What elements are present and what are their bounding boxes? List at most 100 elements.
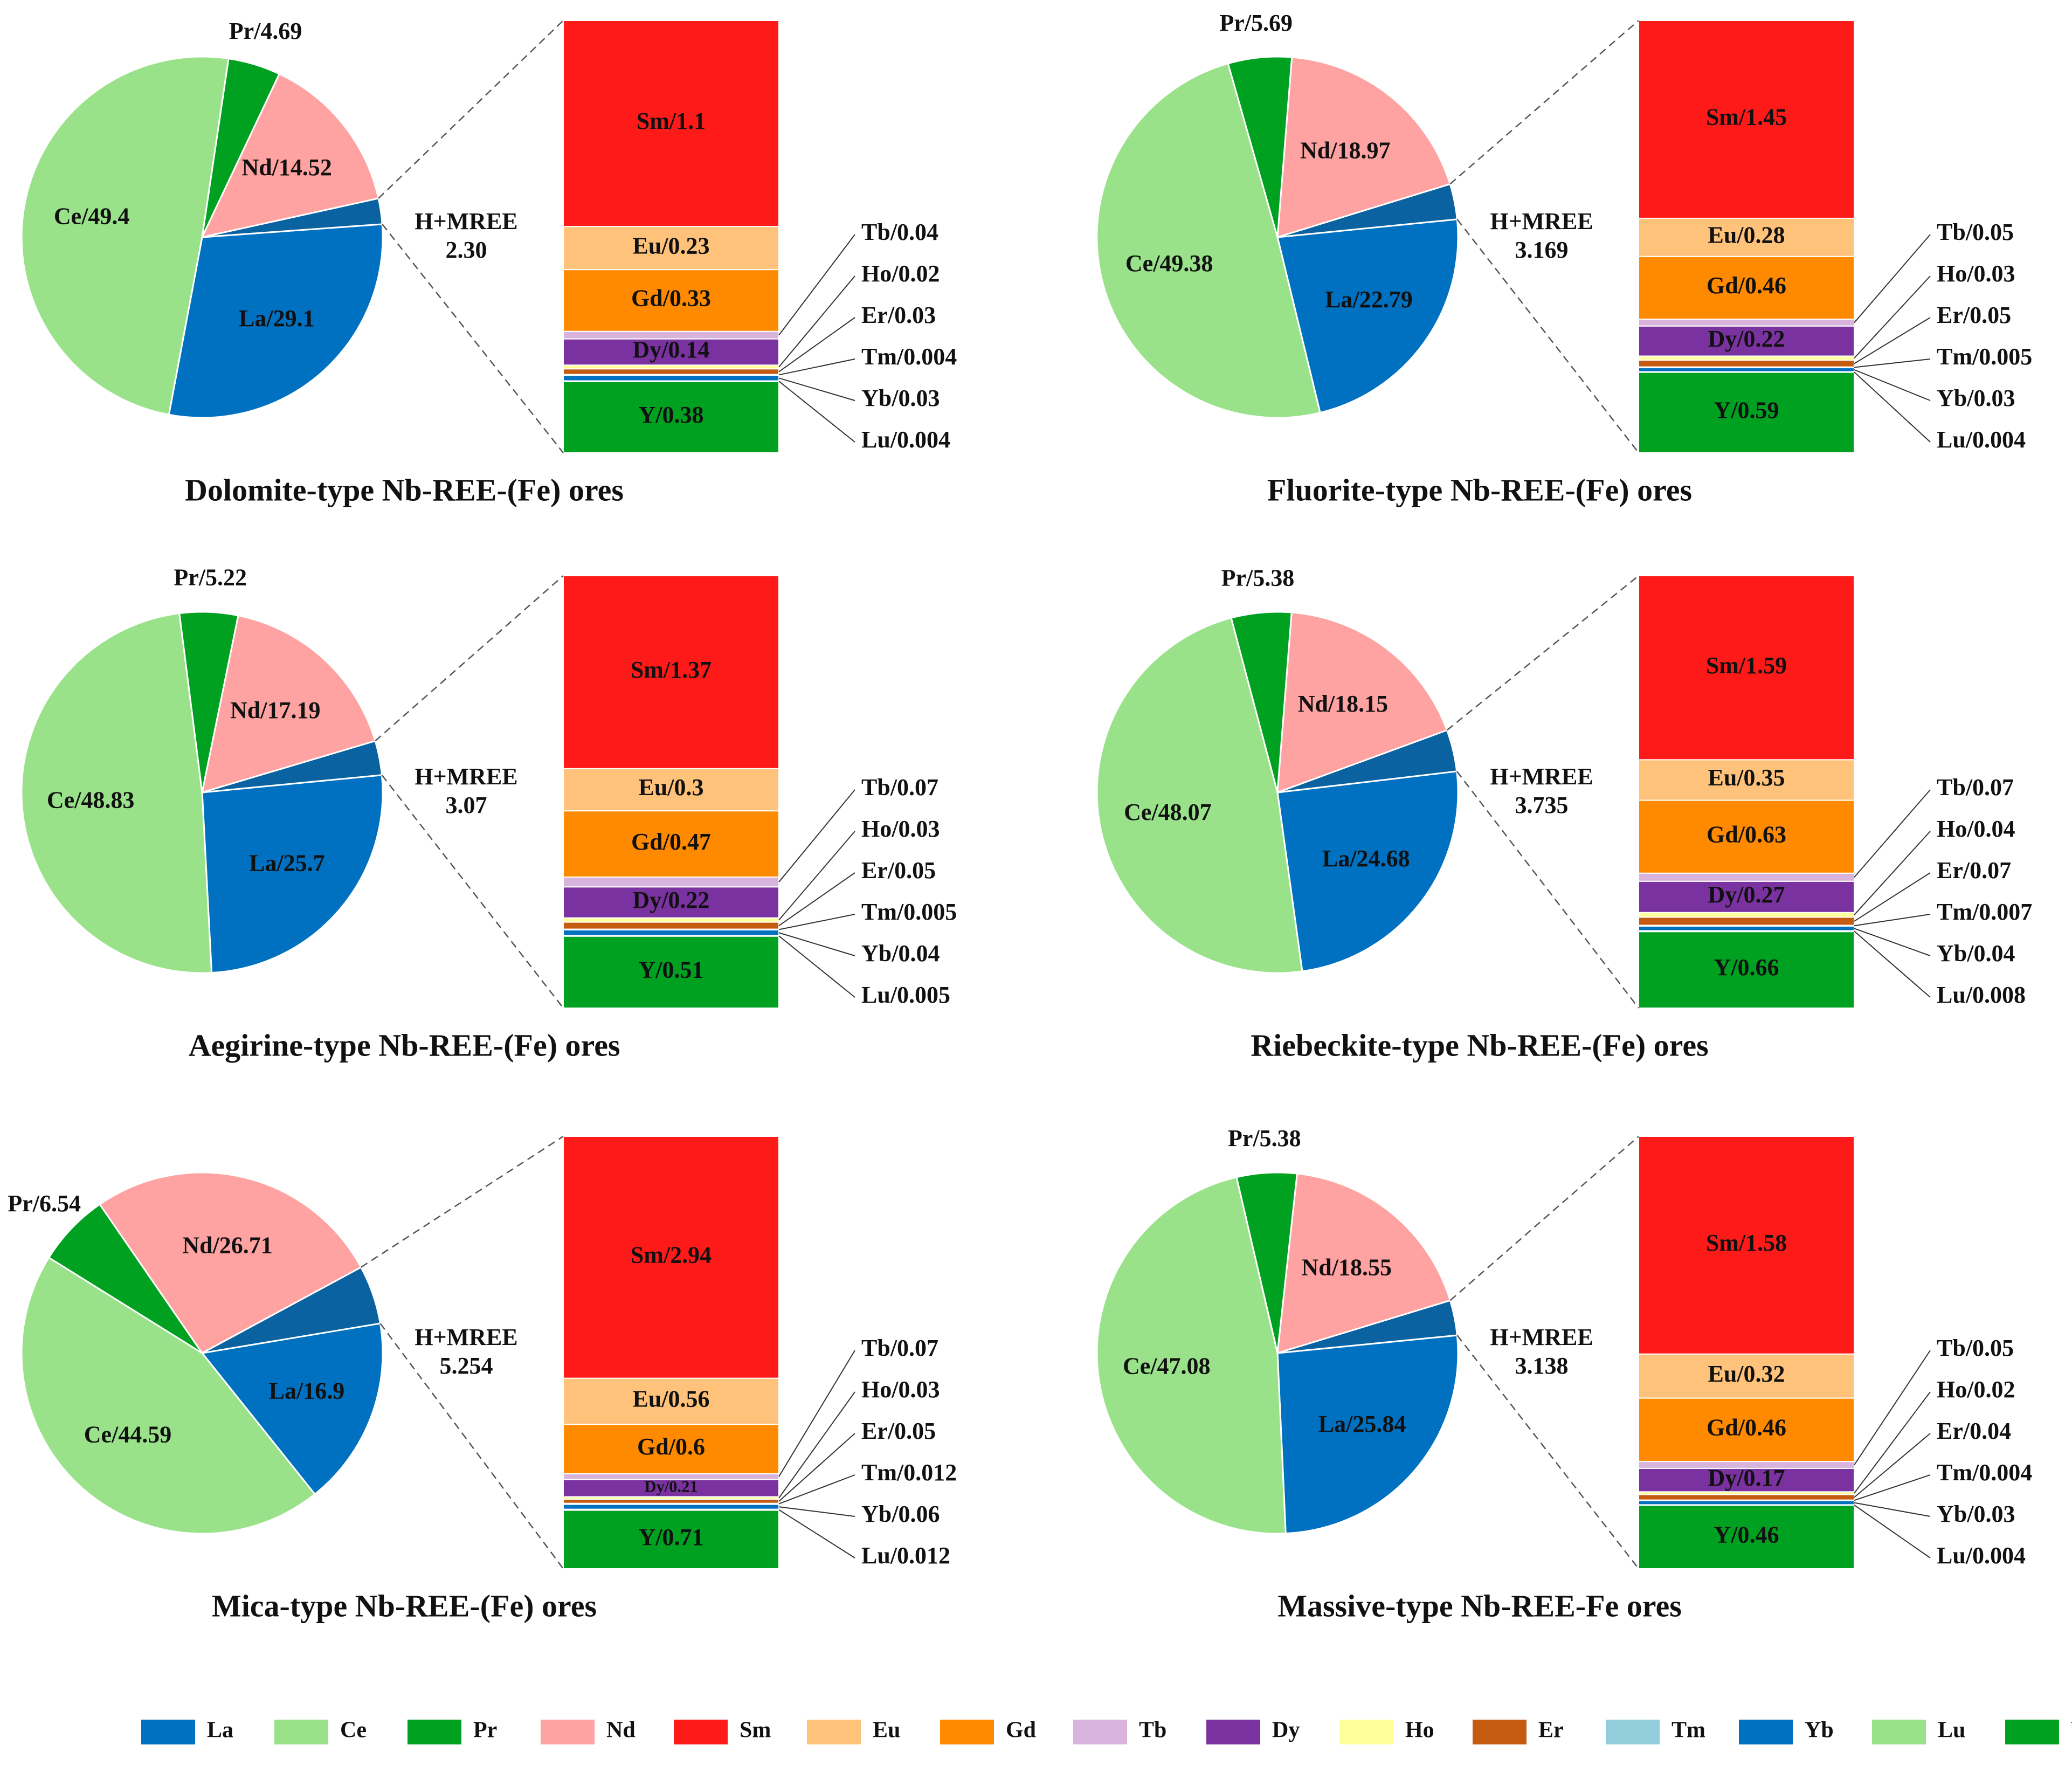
pie-slice-nd [1276, 56, 1452, 239]
bar-label-tb: Tb/0.05 [1937, 219, 2014, 245]
bar-label-dy: Dy/0.14 [633, 336, 710, 363]
bar-label-y: Y/0.71 [639, 1524, 704, 1550]
bar-label-lu: Lu/0.005 [861, 982, 950, 1008]
leader-line-ho [1854, 275, 1931, 359]
leader-line-tm [778, 358, 855, 376]
bar-label-gd: Gd/0.33 [631, 285, 711, 312]
leader-line-ho [778, 275, 855, 368]
legend-label: Nd [606, 1718, 636, 1743]
pie-label-nd: Nd/14.52 [241, 154, 331, 181]
leader-line-er [1854, 872, 1931, 922]
pie-label-pr: Pr/4.69 [229, 18, 302, 44]
legend-label: Tm [1672, 1718, 1705, 1743]
pie-slice-ce [20, 56, 230, 416]
pie-slice-hmree [1277, 183, 1458, 238]
pie-slice-ce [1096, 62, 1321, 419]
leader-line-tm [778, 1474, 855, 1505]
leader-line-er [778, 1433, 855, 1502]
bar-segment-er [1638, 1494, 1855, 1501]
bar-segment-eu [563, 1377, 779, 1425]
bar-segment-yb [1638, 925, 1855, 932]
bar-label-lu: Lu/0.004 [1937, 426, 2026, 453]
pie-label-ce: Ce/47.08 [1123, 1353, 1211, 1379]
hmree-value: 3.169 [1515, 237, 1569, 263]
bar-label-eu: Eu/0.3 [638, 774, 703, 801]
pie-slice-nd [98, 1171, 362, 1354]
bar-label-sm: Sm/1.58 [1706, 1230, 1787, 1256]
legend-item-ho: Ho [1339, 1718, 1434, 1744]
legend: La Ce Pr Nd Sm Eu Gd Tb Dy Ho Er Tm Yb Lu Y [141, 1718, 2072, 1744]
bar-segment-gd [563, 810, 779, 878]
leader-line-lu [1854, 930, 1931, 998]
bar-label-eu: Eu/0.35 [1708, 764, 1785, 791]
legend-swatch [1473, 1720, 1527, 1744]
bar-label-tm: Tm/0.007 [1937, 899, 2032, 925]
pie-label-ce: Ce/44.59 [84, 1421, 172, 1447]
bar-label-gd: Gd/0.46 [1707, 1414, 1786, 1440]
bar-label-tm: Tm/0.004 [861, 343, 957, 370]
bar-segment-eu [563, 768, 779, 812]
bar-segment-y [1638, 371, 1855, 453]
leader-line-ho [778, 831, 855, 921]
bar-label-yb: Yb/0.03 [861, 385, 940, 411]
legend-swatch [1872, 1720, 1926, 1744]
pie-slice-la [1276, 218, 1459, 414]
legend-label: La [207, 1718, 233, 1743]
bar-segment-eu [1638, 217, 1855, 257]
legend-item-nd: Nd [541, 1718, 636, 1744]
hmree-label: H+MREE [1490, 763, 1593, 790]
bar-label-ho: Ho/0.03 [861, 816, 940, 842]
legend-label: Gd [1006, 1718, 1036, 1743]
bar-label-tm: Tm/0.005 [861, 899, 957, 925]
bar-label-sm: Sm/1.37 [631, 657, 712, 683]
pie-label-pr: Pr/5.69 [1219, 10, 1293, 36]
bar-label-sm: Sm/2.94 [631, 1241, 712, 1268]
bar-segment-y [563, 935, 779, 1009]
bar-segment-er [563, 921, 779, 930]
legend-item-dy: Dy [1206, 1718, 1300, 1744]
pie-slice-hmree [202, 197, 383, 238]
bar-label-ho: Ho/0.04 [1937, 816, 2015, 842]
connector-top [378, 20, 564, 199]
leader-line-ho [1854, 831, 1931, 915]
leader-line-lu [1854, 371, 1931, 443]
legend-item-er: Er [1473, 1718, 1564, 1744]
pie-label-nd: Nd/18.15 [1298, 691, 1388, 717]
bar-label-gd: Gd/0.47 [631, 829, 711, 855]
bar-label-gd: Gd/0.6 [637, 1433, 705, 1460]
bar-label-er: Er/0.04 [1937, 1418, 2011, 1444]
pie-slice-ce [20, 1256, 316, 1535]
pie-slice-ce [1096, 617, 1303, 974]
pie-label-ce: Ce/48.83 [47, 787, 135, 813]
hmree-value: 5.254 [440, 1353, 493, 1379]
bar-label-yb: Yb/0.04 [861, 940, 940, 967]
bar-segment-yb [563, 1503, 779, 1510]
bar-label-gd: Gd/0.46 [1707, 272, 1786, 299]
bar-label-dy: Dy/0.22 [633, 887, 710, 913]
leader-line-yb [1854, 1502, 1931, 1517]
bar-segment-ho [1638, 355, 1855, 361]
bar-label-tm: Tm/0.005 [1937, 343, 2032, 370]
panel-2: La/22.79 Ce/49.38 Pr/5.69 Nd/18.97 H+MREE 3.1… [1096, 10, 2032, 507]
legend-item-ce: Ce [274, 1718, 367, 1744]
bar-label-yb: Yb/0.03 [1937, 1501, 2015, 1527]
legend-swatch [1206, 1720, 1260, 1744]
leader-line-yb [1854, 928, 1931, 956]
panel-3: La/25.7 Ce/48.83 Pr/5.22 Nd/17.19 H+MREE3.07… [20, 564, 957, 1063]
connector-bottom [382, 224, 564, 453]
pie-slice-la [201, 774, 384, 974]
bar-label-dy: Dy/0.21 [644, 1478, 697, 1496]
bar-label-tb: Tb/0.07 [861, 774, 938, 801]
bar-label-y: Y/0.59 [1714, 397, 1779, 423]
leader-line-lu [1854, 1505, 1931, 1558]
bar-label-tm: Tm/0.012 [861, 1459, 957, 1486]
pie-label-ce: Ce/49.38 [1125, 250, 1213, 277]
legend-label: Sm [740, 1718, 771, 1743]
legend-item-sm: Sm [674, 1718, 771, 1744]
pie-label-nd: Nd/17.19 [230, 697, 320, 723]
hmree-value: 2.30 [446, 237, 487, 263]
legend-label: Tb [1139, 1718, 1166, 1743]
legend-item-eu: Eu [807, 1718, 900, 1744]
bar-label-eu: Eu/0.28 [1708, 222, 1785, 248]
bar-label-ho: Ho/0.03 [1937, 260, 2015, 287]
